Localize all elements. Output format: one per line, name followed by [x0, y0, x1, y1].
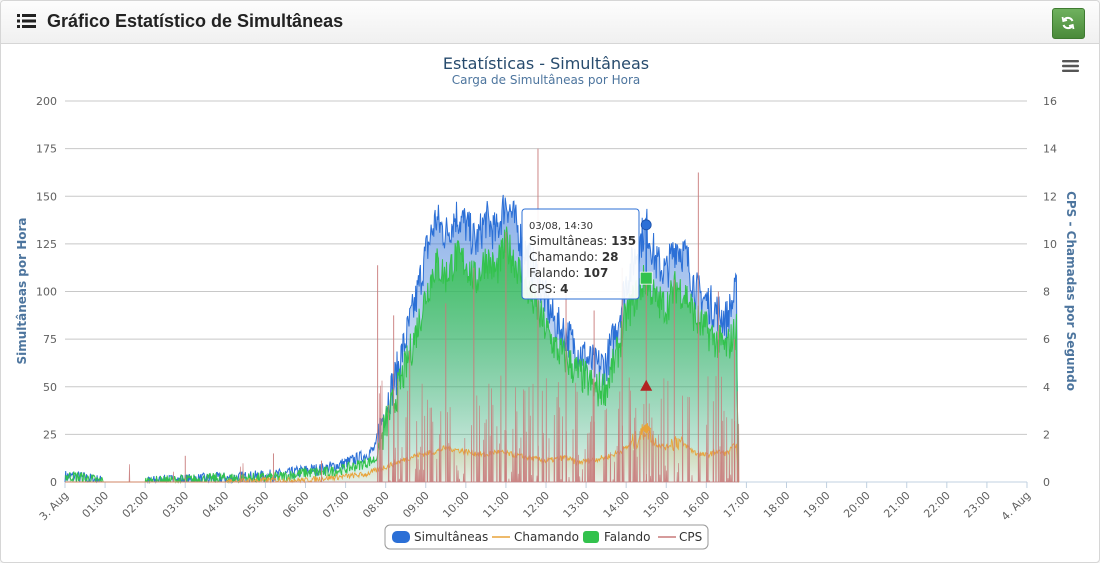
tooltip-row: Simultâneas: 135 — [529, 234, 636, 248]
x-axis-ticks: 3. Aug 01:00 02:00 03:00 04:00 05:00 06:00 07:0… — [37, 482, 1033, 523]
refresh-icon — [1061, 16, 1075, 30]
marker-chamando — [641, 423, 652, 434]
list-icon — [17, 14, 36, 28]
x-tick-label: 06:00 — [280, 489, 312, 521]
y-tick-label: 0 — [50, 476, 57, 489]
marker-falando — [639, 271, 653, 285]
y2-axis-label: CPS - Chamadas por Segundo — [1064, 191, 1078, 391]
y2-tick-label: 8 — [1043, 286, 1050, 299]
y2-axis-ticks: 0 2 4 6 8 10 12 14 16 — [1043, 95, 1057, 489]
y-tick-label: 175 — [36, 143, 57, 156]
legend-item-cps[interactable]: CPS — [658, 530, 702, 544]
x-tick-label: 14:00 — [601, 489, 633, 521]
x-tick-label: 10:00 — [440, 489, 472, 521]
legend-label: Falando — [604, 530, 650, 544]
chart-subtitle: Carga de Simultâneas por Hora — [452, 73, 640, 87]
x-tick-label: 3. Aug — [37, 489, 71, 523]
y2-tick-label: 2 — [1043, 428, 1050, 441]
x-tick-label: 04:00 — [200, 489, 232, 521]
legend-item-simultaneas[interactable]: Simultâneas — [392, 530, 488, 544]
x-tick-label: 23:00 — [961, 489, 993, 521]
x-tick-label: 08:00 — [360, 489, 392, 521]
legend-item-falando[interactable]: Falando — [583, 530, 650, 544]
x-tick-label: 01:00 — [80, 489, 112, 521]
x-tick-label: 11:00 — [480, 489, 512, 521]
series-area — [65, 226, 739, 482]
y2-tick-label: 12 — [1043, 190, 1057, 203]
x-tick-label: 09:00 — [400, 489, 432, 521]
x-tick-label: 16:00 — [681, 489, 713, 521]
panel-title: Gráfico Estatístico de Simultâneas — [47, 11, 344, 31]
hover-markers — [639, 219, 653, 434]
x-tick-label: 15:00 — [641, 489, 673, 521]
series-area — [65, 423, 739, 482]
x-tick-label: 4. Aug — [999, 489, 1033, 523]
x-tick-label: 12:00 — [521, 489, 553, 521]
legend-item-chamando[interactable]: Chamando — [492, 530, 579, 544]
y-tick-label: 50 — [43, 381, 57, 394]
refresh-button[interactable] — [1052, 8, 1085, 39]
tooltip-row: Falando: 107 — [529, 266, 608, 280]
y-tick-label: 200 — [36, 95, 57, 108]
tooltip-time: 03/08, 14:30 — [529, 221, 593, 232]
x-tick-label: 02:00 — [120, 489, 152, 521]
x-tick-label: 03:00 — [160, 489, 192, 521]
x-tick-label: 19:00 — [801, 489, 833, 521]
x-tick-label: 13:00 — [561, 489, 593, 521]
y2-tick-label: 16 — [1043, 95, 1057, 108]
y-tick-label: 100 — [36, 286, 57, 299]
x-tick-label: 21:00 — [881, 489, 913, 521]
tooltip-box — [521, 208, 640, 300]
chart-area: Estatísticas - Simultâneas Carga de Simu… — [15, 54, 1078, 550]
legend: Simultâneas Chamando Falando CPS — [384, 524, 709, 550]
tooltip-row: CPS: 4 — [529, 282, 568, 296]
legend-label: Simultâneas — [414, 530, 488, 544]
marker-cps — [640, 379, 653, 391]
tooltip: 03/08, 14:30 Simultâneas: 135 Chamando: … — [521, 208, 640, 300]
x-tick-label: 07:00 — [320, 489, 352, 521]
series-line — [65, 375, 740, 483]
x-tick-label: 18:00 — [761, 489, 793, 521]
y2-tick-label: 14 — [1043, 143, 1057, 156]
legend-box — [384, 524, 709, 550]
tooltip-row: Chamando: 28 — [529, 250, 619, 264]
x-tick-label: 05:00 — [240, 489, 272, 521]
y-axis-label: Simultâneas por Hora — [15, 217, 29, 364]
y-tick-label: 75 — [43, 333, 57, 346]
chart-title: Estatísticas - Simultâneas — [443, 54, 649, 73]
y2-tick-label: 6 — [1043, 333, 1050, 346]
y2-tick-label: 10 — [1043, 238, 1057, 251]
y2-tick-label: 4 — [1043, 381, 1050, 394]
x-tick-label: 22:00 — [921, 489, 953, 521]
legend-label: CPS — [679, 530, 702, 544]
marker-simultaneas — [640, 219, 652, 231]
legend-label: Chamando — [514, 530, 579, 544]
y-tick-label: 25 — [43, 428, 57, 441]
series-cps — [65, 148, 740, 483]
hamburger-menu-icon[interactable] — [1061, 59, 1081, 73]
y-tick-label: 150 — [36, 190, 57, 203]
x-tick-label: 17:00 — [721, 489, 753, 521]
y2-tick-label: 0 — [1043, 476, 1050, 489]
panel-header: Gráfico Estatístico de Simultâneas — [1, 1, 1099, 44]
y-axis-ticks: 0 25 50 75 100 125 150 175 200 — [36, 95, 57, 489]
x-tick-label: 20:00 — [841, 489, 873, 521]
y-tick-label: 125 — [36, 238, 57, 251]
